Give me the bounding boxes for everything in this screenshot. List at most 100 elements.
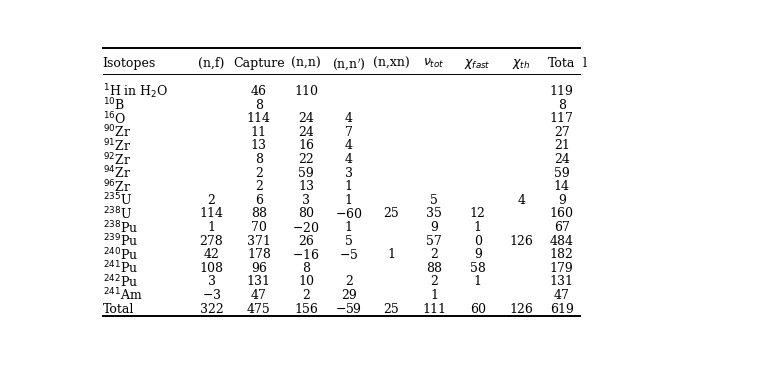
Text: 371: 371 xyxy=(247,235,271,248)
Text: 475: 475 xyxy=(247,303,270,315)
Text: $^{96}$Zr: $^{96}$Zr xyxy=(102,179,131,195)
Text: 1: 1 xyxy=(387,248,396,261)
Text: $-$16: $-$16 xyxy=(293,248,320,262)
Text: 4: 4 xyxy=(517,194,525,207)
Text: 111: 111 xyxy=(422,303,446,315)
Text: $^{10}$B: $^{10}$B xyxy=(102,97,125,113)
Text: 126: 126 xyxy=(510,303,533,315)
Text: Isotopes: Isotopes xyxy=(102,57,156,70)
Text: $^{1}$H in H$_2$O: $^{1}$H in H$_2$O xyxy=(102,82,168,101)
Text: 47: 47 xyxy=(251,289,267,302)
Text: 96: 96 xyxy=(251,262,267,275)
Text: 42: 42 xyxy=(204,248,219,261)
Text: 25: 25 xyxy=(384,303,400,315)
Text: 60: 60 xyxy=(470,303,486,315)
Text: $-$3: $-$3 xyxy=(202,288,222,302)
Text: 131: 131 xyxy=(550,275,574,288)
Text: 110: 110 xyxy=(294,85,319,98)
Text: 29: 29 xyxy=(341,289,357,302)
Text: 1: 1 xyxy=(208,221,215,234)
Text: 1: 1 xyxy=(474,221,481,234)
Text: 2: 2 xyxy=(345,275,353,288)
Text: 59: 59 xyxy=(299,167,314,180)
Text: 88: 88 xyxy=(251,208,267,220)
Text: l: l xyxy=(582,57,586,70)
Text: $\chi_{fast}$: $\chi_{fast}$ xyxy=(465,57,491,71)
Text: 178: 178 xyxy=(247,248,271,261)
Text: $-$20: $-$20 xyxy=(293,221,320,235)
Text: 131: 131 xyxy=(247,275,271,288)
Text: $^{242}$Pu: $^{242}$Pu xyxy=(102,274,138,290)
Text: $^{91}$Zr: $^{91}$Zr xyxy=(102,138,131,154)
Text: 67: 67 xyxy=(554,221,570,234)
Text: $^{239}$Pu: $^{239}$Pu xyxy=(102,233,138,249)
Text: 24: 24 xyxy=(299,112,314,125)
Text: 3: 3 xyxy=(303,194,310,207)
Text: 3: 3 xyxy=(345,167,353,180)
Text: 16: 16 xyxy=(298,139,314,153)
Text: 156: 156 xyxy=(294,303,319,315)
Text: 278: 278 xyxy=(199,235,223,248)
Text: 119: 119 xyxy=(550,85,574,98)
Text: 4: 4 xyxy=(345,112,353,125)
Text: 12: 12 xyxy=(470,208,486,220)
Text: 25: 25 xyxy=(384,208,400,220)
Text: 322: 322 xyxy=(199,303,223,315)
Text: 5: 5 xyxy=(345,235,353,248)
Text: 117: 117 xyxy=(550,112,574,125)
Text: 59: 59 xyxy=(554,167,570,180)
Text: 484: 484 xyxy=(550,235,574,248)
Text: 35: 35 xyxy=(426,208,442,220)
Text: Total: Total xyxy=(102,303,134,315)
Text: 13: 13 xyxy=(298,180,314,193)
Text: 8: 8 xyxy=(558,99,566,112)
Text: 80: 80 xyxy=(298,208,314,220)
Text: 0: 0 xyxy=(474,235,481,248)
Text: $^{16}$O: $^{16}$O xyxy=(102,111,126,127)
Text: 11: 11 xyxy=(251,126,267,139)
Text: 160: 160 xyxy=(550,208,574,220)
Text: 13: 13 xyxy=(251,139,267,153)
Text: $^{241}$Am: $^{241}$Am xyxy=(102,287,142,304)
Text: 8: 8 xyxy=(255,153,263,166)
Text: 5: 5 xyxy=(430,194,438,207)
Text: (n,n$'$): (n,n$'$) xyxy=(332,56,366,72)
Text: (n,n): (n,n) xyxy=(291,57,321,70)
Text: 24: 24 xyxy=(299,126,314,139)
Text: 619: 619 xyxy=(550,303,574,315)
Text: 9: 9 xyxy=(558,194,565,207)
Text: $^{92}$Zr: $^{92}$Zr xyxy=(102,151,131,168)
Text: 2: 2 xyxy=(303,289,310,302)
Text: 70: 70 xyxy=(251,221,267,234)
Text: 22: 22 xyxy=(299,153,314,166)
Text: 8: 8 xyxy=(303,262,310,275)
Text: 10: 10 xyxy=(298,275,314,288)
Text: 1: 1 xyxy=(345,221,353,234)
Text: Tota: Tota xyxy=(548,57,575,70)
Text: Capture: Capture xyxy=(233,57,285,70)
Text: (n,f): (n,f) xyxy=(199,57,225,70)
Text: 126: 126 xyxy=(510,235,533,248)
Text: $^{94}$Zr: $^{94}$Zr xyxy=(102,165,131,182)
Text: (n,xn): (n,xn) xyxy=(373,57,410,70)
Text: $-$5: $-$5 xyxy=(339,248,358,262)
Text: 2: 2 xyxy=(430,275,438,288)
Text: 2: 2 xyxy=(255,180,263,193)
Text: 57: 57 xyxy=(426,235,442,248)
Text: $^{235}$U: $^{235}$U xyxy=(102,192,131,209)
Text: 182: 182 xyxy=(550,248,574,261)
Text: 114: 114 xyxy=(247,112,271,125)
Text: 114: 114 xyxy=(199,208,224,220)
Text: 3: 3 xyxy=(208,275,215,288)
Text: 7: 7 xyxy=(345,126,353,139)
Text: $\nu_{tot}$: $\nu_{tot}$ xyxy=(423,57,445,70)
Text: 4: 4 xyxy=(345,153,353,166)
Text: 1: 1 xyxy=(474,275,481,288)
Text: $^{238}$U: $^{238}$U xyxy=(102,206,131,222)
Text: $\chi_{th}$: $\chi_{th}$ xyxy=(512,57,530,71)
Text: 58: 58 xyxy=(470,262,486,275)
Text: 6: 6 xyxy=(255,194,263,207)
Text: 21: 21 xyxy=(554,139,570,153)
Text: 2: 2 xyxy=(255,167,263,180)
Text: 47: 47 xyxy=(554,289,570,302)
